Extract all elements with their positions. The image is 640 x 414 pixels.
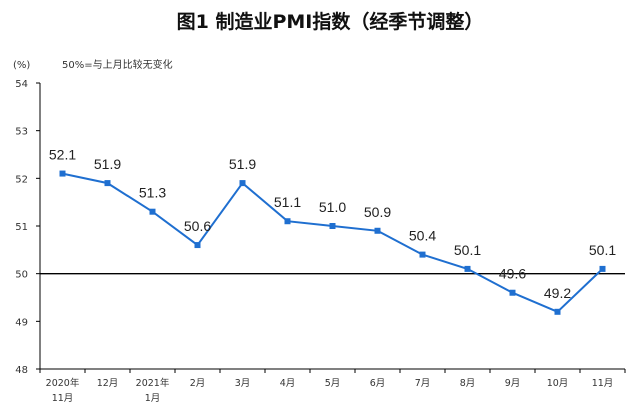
y-tick-label: 52 (15, 174, 28, 185)
data-label: 50.9 (364, 204, 391, 220)
data-point (104, 180, 111, 187)
x-tick-label: 2021年 1月 (136, 377, 170, 404)
reference-note: 50%=与上月比较无变化 (62, 58, 173, 71)
data-point (194, 242, 201, 249)
data-label: 51.9 (229, 156, 256, 172)
y-tick-labels: 48 49 50 51 52 53 54 (15, 79, 28, 376)
x-tick-label: 5月 (325, 378, 341, 389)
data-label: 52.1 (49, 147, 76, 163)
data-point (239, 180, 246, 187)
data-label: 50.6 (184, 218, 211, 234)
x-tick-label: 2020年 11月 (46, 377, 80, 404)
data-label: 51.1 (274, 194, 301, 210)
data-point (374, 227, 381, 234)
x-tick-label: 9月 (505, 378, 521, 389)
x-tick-label: 2月 (190, 378, 206, 389)
x-tick-label: 7月 (415, 378, 431, 389)
x-tick-label: 12月 (97, 378, 119, 389)
axes (36, 82, 626, 373)
y-tick-label: 53 (15, 127, 28, 138)
data-point (329, 223, 336, 229)
data-label: 49.6 (499, 266, 526, 282)
data-point (464, 265, 471, 272)
x-tick-label: 3月 (235, 378, 251, 389)
data-label: 51.3 (139, 185, 166, 201)
data-point (554, 308, 561, 315)
y-tick-label: 50 (15, 270, 28, 281)
y-tick-label: 51 (15, 222, 28, 233)
y-tick-label: 48 (15, 365, 28, 376)
x-tick-label: 8月 (460, 378, 476, 389)
data-points (59, 170, 606, 315)
x-tick-labels: 2020年 11月 12月 2021年 1月 2月 3月 4月 5月 6月 7月 8月 9月 10月 11月 (46, 377, 614, 404)
data-label: 49.2 (544, 285, 571, 301)
data-label: 51.0 (319, 199, 346, 215)
data-point (284, 218, 291, 225)
data-point (59, 170, 66, 177)
y-tick-label: 54 (15, 79, 28, 90)
y-tick-label: 49 (15, 317, 28, 328)
data-point (419, 251, 426, 258)
x-tick-label: 10月 (547, 378, 569, 389)
x-tick-label: 11月 (592, 378, 614, 389)
data-labels: 52.1 51.9 51.3 50.6 51.9 51.1 51.0 50.9 50.4 50.1… (49, 147, 616, 301)
data-label: 50.1 (589, 242, 616, 258)
data-label: 50.4 (409, 228, 436, 244)
y-axis-unit: (%) (13, 60, 30, 71)
data-point (509, 289, 516, 296)
data-point (149, 208, 156, 215)
data-label: 50.1 (454, 242, 481, 258)
x-tick-label: 4月 (280, 378, 296, 389)
chart-title: 图1 制造业PMI指数（经季节调整） (177, 10, 484, 33)
data-point (599, 265, 606, 272)
x-tick-label: 6月 (370, 378, 386, 389)
data-label: 51.9 (94, 156, 121, 172)
